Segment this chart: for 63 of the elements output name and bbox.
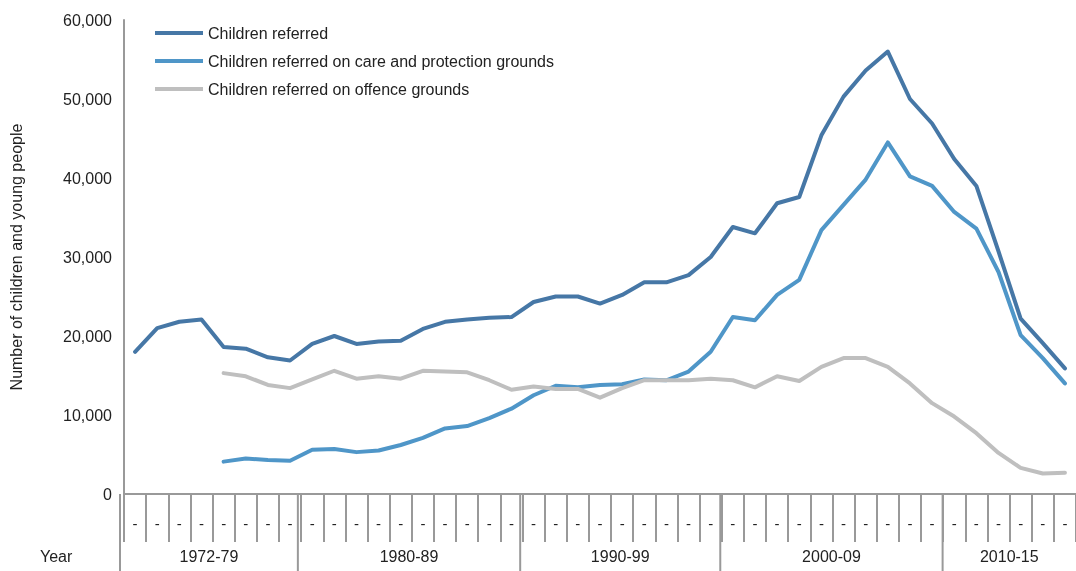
x-tick-label: - [154, 515, 160, 532]
x-tick-label: - [464, 515, 470, 532]
x-tick-label: - [996, 515, 1002, 532]
x-tick-label: - [243, 515, 249, 532]
x-tick-label: - [885, 515, 891, 532]
x-tick-label: - [863, 515, 869, 532]
x-tick-label: - [686, 515, 692, 532]
line-series [133, 49, 1067, 371]
line-series [221, 140, 1067, 464]
x-tick-label: - [309, 515, 315, 532]
x-tick-label: - [531, 515, 537, 532]
text: 2010-15 [979, 547, 1039, 565]
x-tick-label: - [486, 515, 492, 532]
x-tick-label: - [841, 515, 847, 532]
x-tick-label: - [553, 515, 559, 532]
text: 2000-09 [802, 547, 861, 565]
x-tick-label: - [929, 515, 935, 532]
x-tick-label: - [198, 515, 204, 532]
y-tick-label: 40,000 [63, 169, 113, 187]
x-tick-label: - [265, 515, 271, 532]
x-tick-label: - [176, 515, 182, 532]
x-tick-label: - [420, 515, 426, 532]
x-tick-label: - [774, 515, 780, 532]
x-axis-title: Year [40, 547, 73, 565]
line-series [221, 356, 1067, 476]
y-tick-label: 60,000 [63, 11, 113, 29]
y-tick-label: 0 [103, 485, 113, 503]
x-tick-label: - [221, 515, 227, 532]
y-tick-label: 10,000 [63, 406, 113, 424]
x-tick-label: - [287, 515, 293, 532]
x-tick-label: - [442, 515, 448, 532]
x-tick-label: - [132, 515, 138, 532]
x-tick-label: - [730, 515, 736, 532]
x-tick-label: - [663, 515, 669, 532]
text: 1990-99 [590, 547, 650, 565]
x-tick-label: - [575, 515, 581, 532]
x-tick-label: - [597, 515, 603, 532]
x-tick-label: - [1018, 515, 1024, 532]
x-tick-label: - [818, 515, 824, 532]
text: 1972-79 [179, 547, 239, 565]
legend-label: Children referred on care and protection grounds [208, 52, 554, 70]
x-tick-label: - [796, 515, 802, 532]
x-tick-label: - [1062, 515, 1068, 532]
y-tick-label: 50,000 [63, 90, 113, 108]
x-tick-label: - [508, 515, 514, 532]
legend-label: Children referred on offence grounds [208, 80, 470, 98]
x-tick-label: - [951, 515, 957, 532]
x-tick-label: - [619, 515, 625, 532]
x-tick-label: - [353, 515, 359, 532]
x-tick-label: - [973, 515, 979, 532]
x-tick-label: - [641, 515, 647, 532]
x-tick-label: - [1040, 515, 1046, 532]
x-tick-label: - [376, 515, 382, 532]
legend-label: Children referred [208, 24, 329, 42]
x-tick-label: - [708, 515, 714, 532]
y-tick-label: 20,000 [63, 327, 113, 345]
x-tick-label: - [907, 515, 913, 532]
x-tick-label: - [331, 515, 337, 532]
text: 1980-89 [379, 547, 439, 565]
y-axis-title: Number of children and young people [7, 123, 25, 391]
y-tick-label: 30,000 [63, 248, 113, 266]
x-tick-label: - [752, 515, 758, 532]
x-tick-label: - [398, 515, 404, 532]
